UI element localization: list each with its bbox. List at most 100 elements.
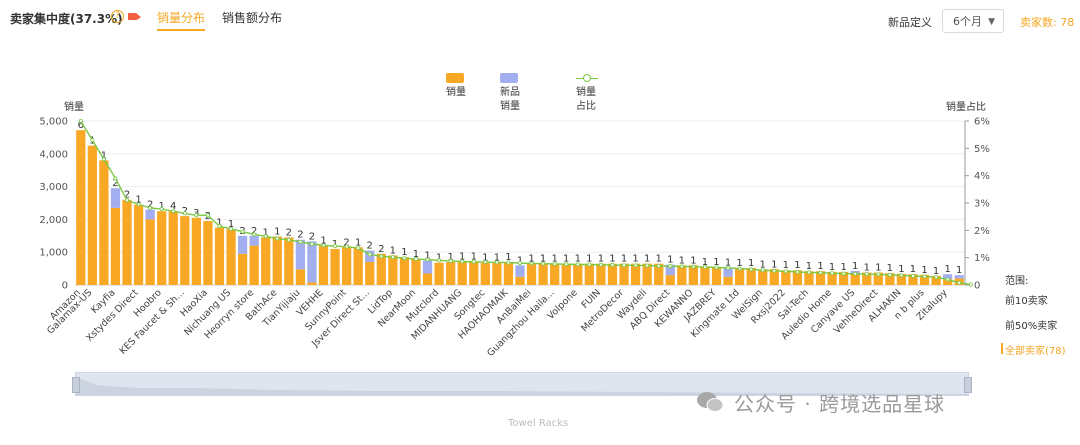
share-point (645, 263, 650, 268)
bar-sales (885, 273, 895, 285)
data-label: 1 (563, 254, 569, 265)
help-icon[interactable]: ? (111, 10, 124, 23)
tab-revenue-distribution[interactable]: 销售额分布 (222, 11, 283, 25)
y2-tick-label: 1% (974, 253, 990, 264)
data-label: 2 (343, 237, 349, 248)
bar-sales (203, 221, 213, 285)
bar-sales (630, 263, 641, 285)
range-top10[interactable]: 前10卖家 (1005, 296, 1048, 307)
zoom-label: Towel Racks (508, 418, 569, 429)
share-point (286, 237, 291, 242)
share-point (610, 263, 615, 268)
bar-sales (654, 263, 664, 285)
share-point (598, 262, 603, 267)
data-label: 1 (482, 253, 488, 264)
bar-sales (284, 237, 294, 285)
bar-sales (700, 266, 710, 285)
bar-new-sales (422, 260, 433, 274)
data-label: 1 (748, 258, 754, 269)
share-point (263, 234, 268, 239)
share-point (506, 260, 511, 265)
data-label: 1 (921, 265, 927, 276)
bar-new-sales (723, 267, 733, 277)
data-label: 1 (216, 218, 222, 229)
share-point (841, 271, 846, 276)
bar-sales (503, 262, 514, 285)
share-point (945, 277, 950, 282)
data-label: 1 (274, 226, 280, 237)
legend-item-share[interactable]: 销量占比 (576, 72, 602, 112)
data-label: 1 (551, 254, 557, 265)
bar-sales (538, 263, 548, 285)
data-label: 1 (713, 257, 719, 268)
bar-new-sales (237, 235, 248, 254)
share-point (864, 272, 869, 277)
share-point (125, 198, 130, 203)
data-label: 1 (517, 255, 523, 266)
zoom-handle-right[interactable] (964, 377, 972, 393)
bar-sales (457, 261, 467, 285)
tab-sales-distribution[interactable]: 销量分布 (157, 9, 206, 31)
chart-header: 卖家集中度(37.3%) ? 销量分布 销售额分布 新品定义 6个月 ▼ 卖家数… (0, 0, 1080, 40)
share-line (80, 120, 971, 286)
share-point (737, 266, 742, 271)
share-point (853, 271, 858, 276)
share-point (702, 264, 707, 269)
share-point (934, 275, 939, 280)
range-top50pct[interactable]: 前50%卖家 (1005, 321, 1058, 332)
bar-sales (353, 247, 363, 285)
page-title: 卖家集中度(37.3%) (10, 12, 123, 26)
video-icon[interactable] (128, 13, 141, 20)
bar-sales (376, 253, 386, 285)
share-point (252, 232, 257, 237)
bar-sales (607, 263, 618, 285)
bar-sales (584, 263, 594, 285)
share-point (714, 265, 719, 270)
zoom-handle-left[interactable] (72, 377, 80, 393)
data-label: 1 (725, 258, 731, 269)
y-tick-label: 5,000 (39, 117, 68, 128)
share-point (552, 261, 557, 266)
bar-sales (919, 274, 930, 285)
legend-item-new-sales[interactable]: 新品销量 (500, 72, 522, 112)
seller-count: 卖家数: 78 (1020, 16, 1075, 29)
share-point (367, 252, 372, 257)
bar-sales (249, 245, 259, 285)
bar-sales (261, 237, 271, 285)
data-label: 4 (170, 201, 176, 212)
data-label: 1 (494, 253, 500, 264)
data-label: 1 (760, 259, 766, 270)
range-all[interactable]: 全部卖家(78) (1001, 342, 1066, 357)
bar-new-sales (307, 241, 317, 283)
bar-sales (896, 273, 907, 285)
legend-label-sales: 销量 (446, 87, 466, 98)
data-label: 1 (840, 262, 846, 273)
zoom-slider[interactable] (72, 372, 972, 396)
share-point (182, 211, 187, 216)
bar-sales (342, 247, 352, 285)
share-point (148, 205, 153, 210)
data-label: 1 (817, 261, 823, 272)
share-point (448, 258, 453, 263)
zoom-preview (76, 377, 968, 395)
bar-sales (99, 160, 109, 285)
new-product-definition-select[interactable]: 6个月 ▼ (942, 9, 1004, 33)
data-label: 2 (367, 241, 373, 252)
data-label: 1 (459, 251, 465, 262)
legend-item-sales[interactable]: 销量 (446, 72, 468, 98)
share-point (494, 260, 499, 265)
bar-new-sales (249, 235, 259, 246)
bar-sales (723, 276, 733, 285)
data-label: 2 (124, 190, 130, 201)
bar-new-sales (110, 188, 121, 208)
data-label: 1 (944, 264, 950, 275)
wechat-icon (697, 392, 724, 412)
share-point (275, 236, 280, 241)
bar-sales (665, 275, 675, 285)
data-label: 1 (806, 261, 812, 272)
bar-sales (908, 274, 918, 285)
data-label: 1 (586, 254, 592, 265)
share-point (298, 239, 303, 244)
data-label: 1 (228, 219, 234, 230)
share-point (622, 263, 627, 268)
